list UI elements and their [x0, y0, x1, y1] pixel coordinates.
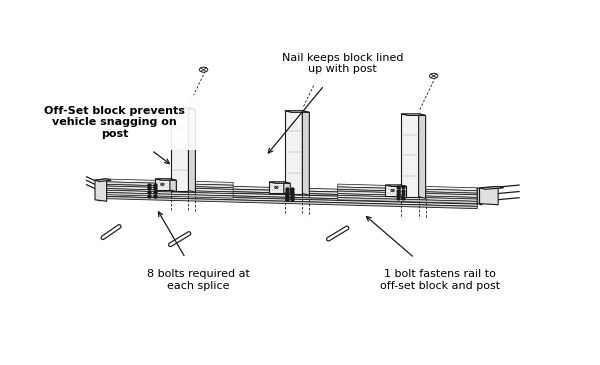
Polygon shape	[338, 191, 477, 197]
Polygon shape	[105, 179, 233, 185]
Polygon shape	[105, 196, 477, 209]
Polygon shape	[477, 188, 482, 205]
Polygon shape	[171, 108, 196, 109]
Polygon shape	[105, 183, 477, 196]
Text: 8 bolts required at
each splice: 8 bolts required at each splice	[147, 212, 250, 291]
Polygon shape	[105, 184, 233, 189]
Polygon shape	[105, 194, 477, 206]
Polygon shape	[285, 111, 310, 112]
Polygon shape	[401, 114, 425, 115]
Polygon shape	[338, 184, 477, 191]
Polygon shape	[385, 185, 407, 187]
Polygon shape	[105, 186, 477, 198]
Polygon shape	[419, 114, 425, 199]
Polygon shape	[338, 195, 477, 201]
Polygon shape	[105, 182, 233, 188]
Polygon shape	[105, 186, 233, 192]
Polygon shape	[285, 111, 302, 193]
Circle shape	[391, 189, 394, 192]
Polygon shape	[401, 114, 419, 197]
Polygon shape	[188, 108, 196, 192]
Polygon shape	[338, 189, 477, 195]
Text: Nail keeps block lined
up with post: Nail keeps block lined up with post	[268, 53, 403, 153]
Polygon shape	[155, 179, 170, 190]
Polygon shape	[338, 197, 477, 204]
Polygon shape	[302, 111, 310, 195]
Polygon shape	[105, 190, 477, 203]
Polygon shape	[99, 183, 105, 201]
Polygon shape	[170, 179, 176, 192]
Polygon shape	[269, 182, 290, 183]
Circle shape	[313, 70, 322, 75]
Circle shape	[430, 73, 438, 78]
Polygon shape	[95, 179, 111, 181]
Polygon shape	[269, 182, 284, 193]
Polygon shape	[284, 182, 290, 195]
Polygon shape	[105, 190, 233, 196]
Polygon shape	[105, 192, 233, 198]
Polygon shape	[95, 179, 107, 201]
Circle shape	[274, 186, 278, 189]
Text: 1 bolt fastens rail to
off-set block and post: 1 bolt fastens rail to off-set block and…	[367, 216, 500, 291]
Polygon shape	[105, 188, 477, 200]
Circle shape	[161, 183, 164, 185]
Polygon shape	[479, 187, 498, 205]
Circle shape	[199, 67, 208, 72]
Polygon shape	[338, 194, 477, 199]
Polygon shape	[171, 108, 188, 191]
Polygon shape	[105, 192, 477, 204]
Polygon shape	[105, 189, 233, 194]
Polygon shape	[479, 187, 504, 189]
Polygon shape	[155, 179, 176, 180]
Polygon shape	[400, 185, 407, 198]
Polygon shape	[385, 185, 400, 196]
Polygon shape	[338, 187, 477, 193]
Text: Off-Set block prevents
vehicle snagging on
post: Off-Set block prevents vehicle snagging …	[44, 106, 185, 164]
